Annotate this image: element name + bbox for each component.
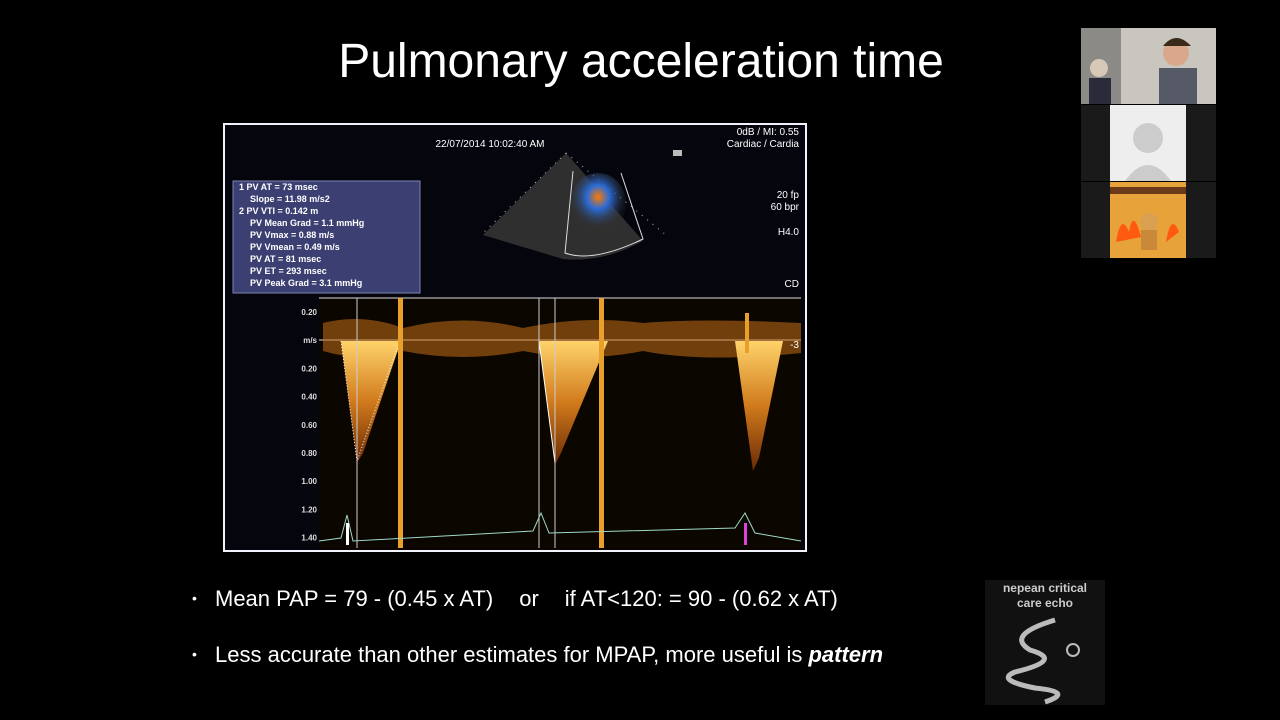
trace xyxy=(340,340,400,462)
color-doppler xyxy=(570,173,626,233)
doppler-envelope xyxy=(341,341,401,463)
scale-label: 0.40 xyxy=(301,393,317,402)
side-label: 20 fp xyxy=(777,190,800,201)
doppler-envelope xyxy=(539,341,608,465)
scale-label: 0.80 xyxy=(301,449,317,458)
scale-label: 1.20 xyxy=(301,505,317,514)
bullet: • Less accurate than other estimates for … xyxy=(192,642,884,667)
settings-label: 0dB / MI: 0.55 xyxy=(737,127,800,138)
logo-swirl xyxy=(1005,617,1061,705)
scale-label: -3 xyxy=(790,340,799,351)
color-box xyxy=(564,170,644,257)
valve-click xyxy=(398,298,403,548)
logo-dot xyxy=(1066,643,1080,657)
bullet: • Mean PAP = 79 - (0.45 x AT) or if AT<120:… xyxy=(192,586,838,611)
scale-label: 0.20 xyxy=(301,364,317,373)
bullet-text: or xyxy=(519,586,539,611)
measurement: PV Mean Grad = 1.1 mmHg xyxy=(250,218,364,228)
measurement: PV Vmax = 0.88 m/s xyxy=(250,230,334,240)
bullet-text: if AT<120: = 90 - (0.62 x AT) xyxy=(564,586,838,611)
ecg-marker xyxy=(744,523,747,545)
timestamp: 22/07/2014 10:02:40 AM xyxy=(436,139,545,150)
ecg-marker xyxy=(346,523,349,545)
webcam-1 xyxy=(1081,28,1216,104)
scale-label: 0.60 xyxy=(301,421,317,430)
side-label: CD xyxy=(785,279,799,290)
sector xyxy=(483,153,643,260)
side-label: 60 bpr xyxy=(771,202,800,213)
measurement-list: 1 PV AT = 73 msec Slope = 11.98 m/s2 2 PV … xyxy=(239,182,364,288)
measurement: PV Vmean = 0.49 m/s xyxy=(250,242,340,252)
scale-label: 1.00 xyxy=(301,477,317,486)
settings-label: Cardiac / Cardia xyxy=(727,139,800,150)
logo-text: nepean critical xyxy=(1003,581,1087,595)
scale-label: m/s xyxy=(303,336,317,345)
measurement: PV Peak Grad = 3.1 mmHg xyxy=(250,278,362,288)
webcam-2 xyxy=(1081,105,1216,181)
bullet-text: Mean PAP = 79 - (0.45 x AT) xyxy=(215,586,494,611)
logo-bg xyxy=(985,580,1105,705)
doppler-envelope xyxy=(735,341,783,471)
measurement: Slope = 11.98 m/s2 xyxy=(250,194,330,204)
doppler-noise xyxy=(323,319,801,358)
ecg xyxy=(318,511,802,542)
probe-marker xyxy=(673,150,682,156)
measurement: PV ET = 293 msec xyxy=(250,266,327,276)
scale-label: 0.20 xyxy=(301,308,317,317)
logo: nepean critical care echo xyxy=(985,580,1105,705)
bullet-emphasis: pattern xyxy=(808,642,884,667)
measurement: 1 PV AT = 73 msec xyxy=(239,182,318,192)
slide-title: Pulmonary acceleration time xyxy=(338,35,944,88)
webcam-3 xyxy=(1081,182,1216,258)
scale-label: 1.40 xyxy=(301,534,317,543)
bullet-text: Less accurate than other estimates for M… xyxy=(215,642,809,667)
echo-image: 22/07/2014 10:02:40 AM 0dB / MI: 0.55 Ca… xyxy=(223,123,807,552)
valve-click xyxy=(745,313,749,353)
sector-edge xyxy=(565,152,667,236)
velocity-scale: 0.20 m/s 0.20 0.40 0.60 0.80 1.00 1.20 1.40 xyxy=(301,308,317,543)
sector-edge xyxy=(480,152,567,236)
logo-text: care echo xyxy=(1017,596,1073,610)
valve-click xyxy=(599,298,604,548)
side-label: H4.0 xyxy=(778,227,800,238)
trace xyxy=(538,340,556,464)
measurement-box xyxy=(232,180,421,294)
measurement: PV AT = 81 msec xyxy=(250,254,321,264)
measurement: 2 PV VTI = 0.142 m xyxy=(239,206,318,216)
